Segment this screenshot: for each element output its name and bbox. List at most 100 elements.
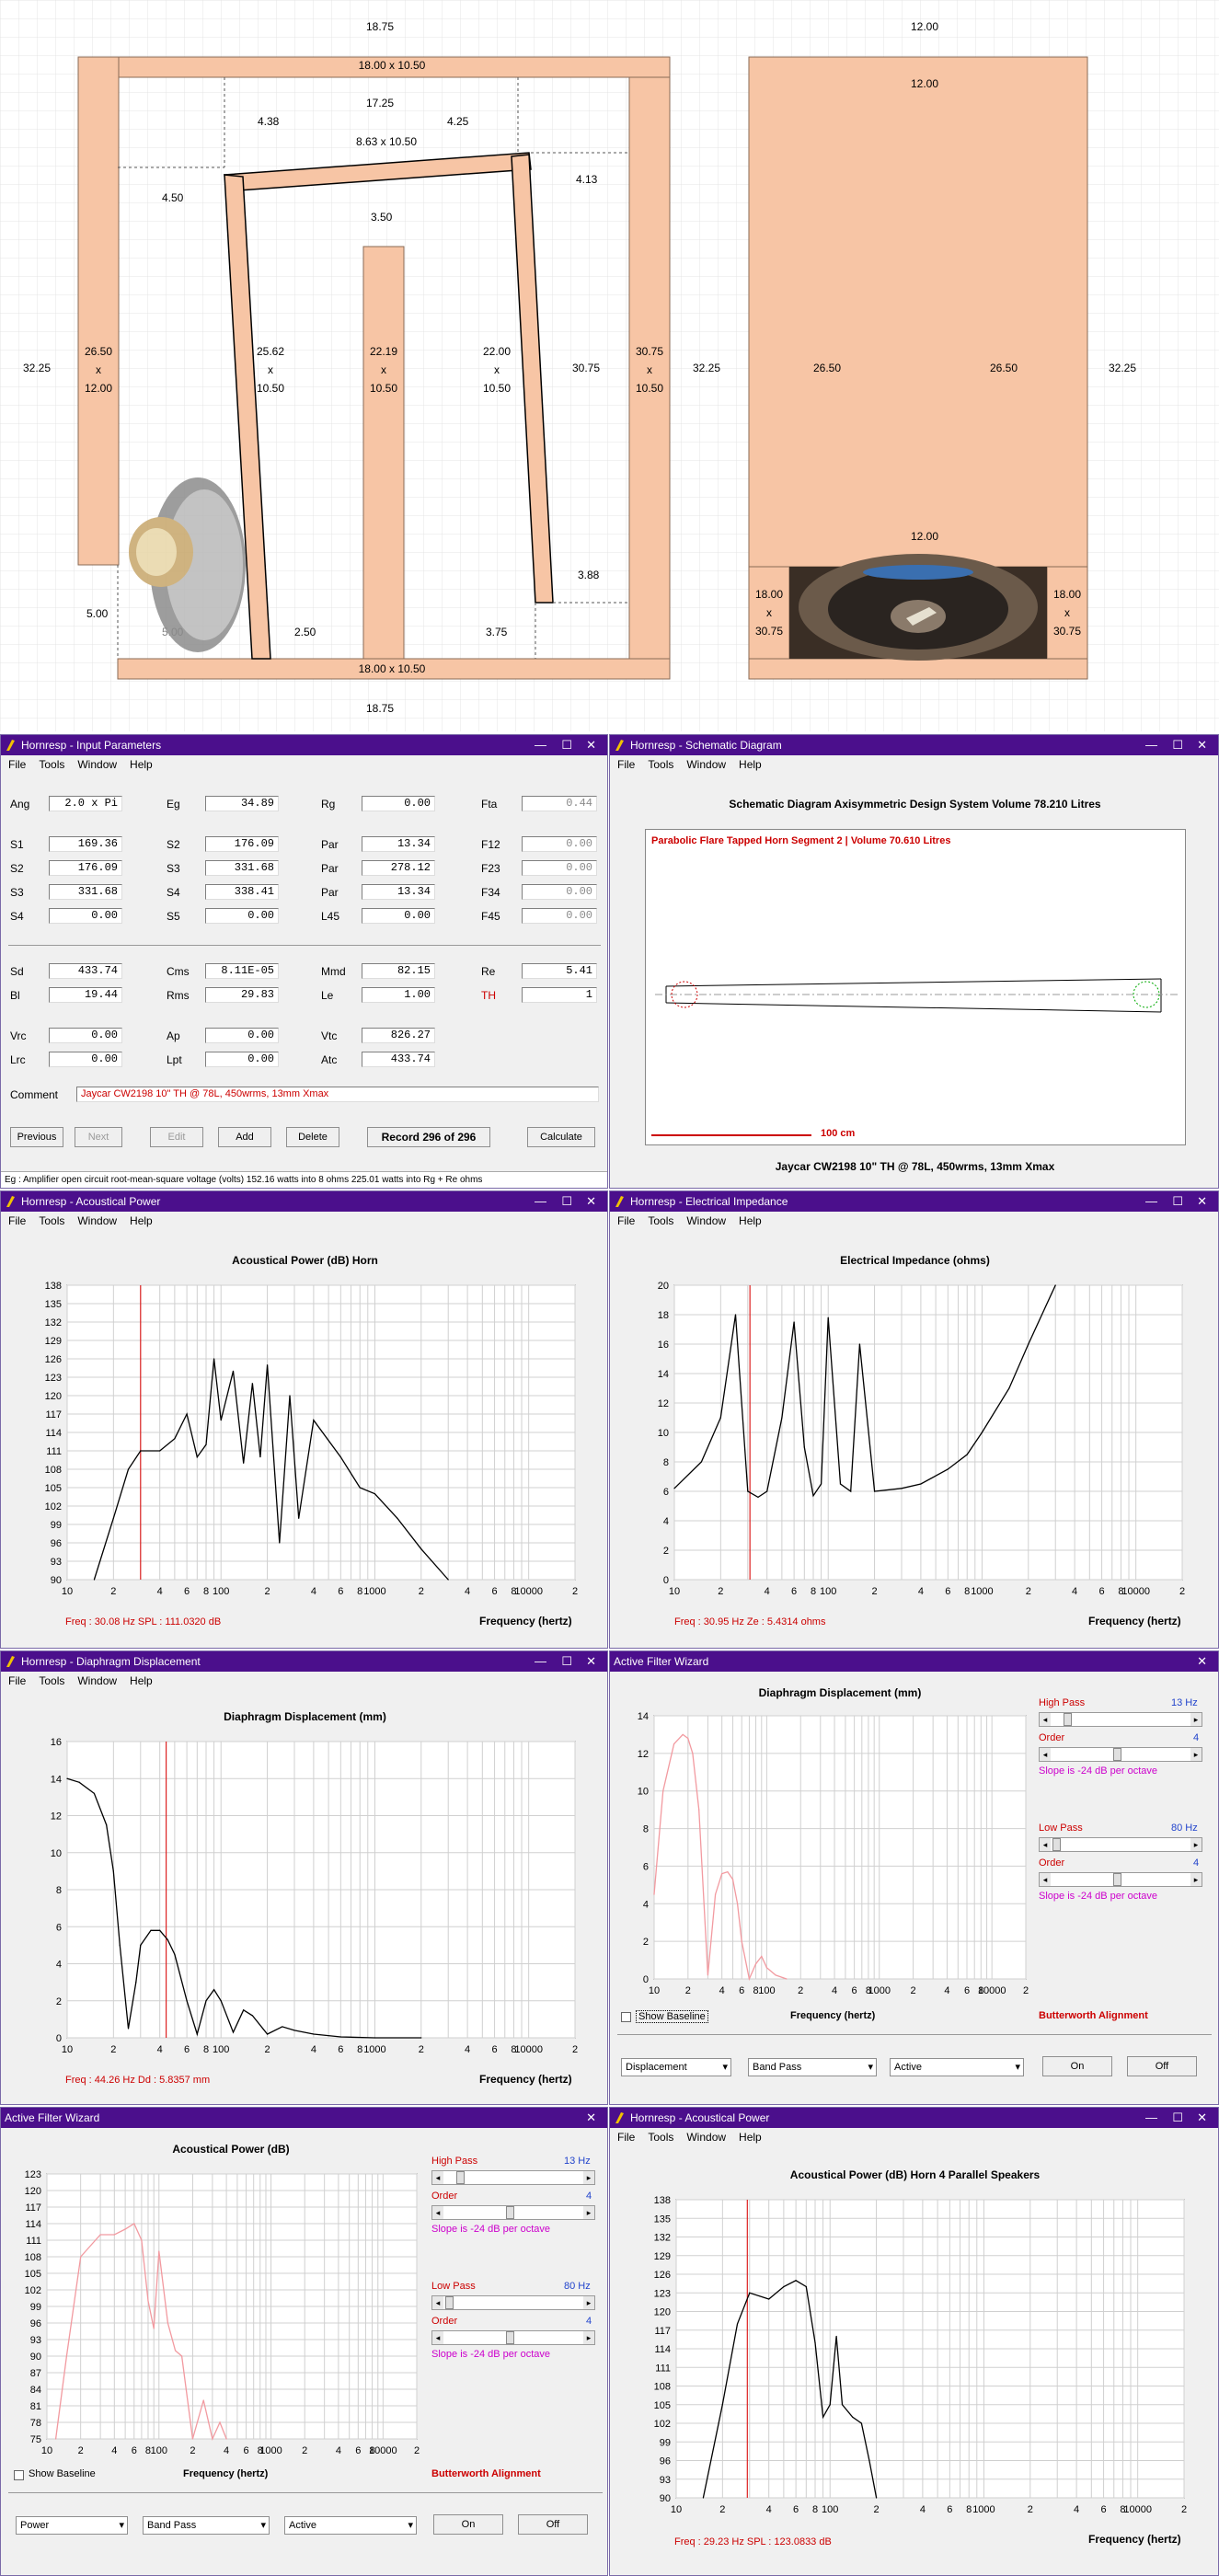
field-rms[interactable]: 29.83 [205, 987, 279, 1003]
show-baseline-label[interactable]: Show Baseline [636, 2010, 708, 2023]
field-s3[interactable]: 331.68 [49, 884, 122, 900]
maximize-button[interactable]: ☐ [1172, 1194, 1183, 1208]
menu-help[interactable]: Help [739, 2131, 762, 2144]
menu-window[interactable]: Window [686, 1214, 727, 1227]
menu-tools[interactable]: Tools [648, 1214, 674, 1227]
show-baseline-checkbox[interactable] [621, 2012, 631, 2022]
field-l45[interactable]: 0.00 [362, 908, 435, 924]
menu-help[interactable]: Help [130, 1214, 153, 1227]
menu-window[interactable]: Window [686, 758, 727, 771]
close-button[interactable]: ✕ [586, 2110, 596, 2124]
menu-file[interactable]: File [617, 758, 636, 771]
minimize-button[interactable]: — [535, 738, 546, 752]
chart-type-select[interactable]: Power [16, 2516, 128, 2535]
field-fta[interactable]: 0.44 [522, 796, 597, 811]
menu-help[interactable]: Help [739, 758, 762, 771]
lp-order-slider[interactable]: ◂ ▸ [1039, 1872, 1202, 1887]
filter-mode-select[interactable]: Active [890, 2058, 1024, 2076]
field-ap[interactable]: 0.00 [205, 1028, 279, 1043]
slider-thumb[interactable] [456, 2171, 465, 2184]
slider-thumb[interactable] [506, 2206, 514, 2219]
field-bl[interactable]: 19.44 [49, 987, 122, 1003]
menu-window[interactable]: Window [686, 2131, 727, 2144]
field-f23[interactable]: 0.00 [522, 860, 597, 876]
field-mmd[interactable]: 82.15 [362, 963, 435, 979]
menu-file[interactable]: File [8, 1674, 27, 1687]
slider-thumb[interactable] [1113, 1873, 1121, 1886]
minimize-button[interactable]: — [1145, 1194, 1157, 1208]
off-button[interactable]: Off [1127, 2056, 1197, 2076]
field-s5[interactable]: 0.00 [205, 908, 279, 924]
slider-thumb[interactable] [445, 2296, 454, 2309]
field-cms[interactable]: 8.11E-05 [205, 963, 279, 979]
menu-tools[interactable]: Tools [648, 758, 674, 771]
maximize-button[interactable]: ☐ [561, 1194, 572, 1208]
field-lrc[interactable]: 0.00 [49, 1052, 122, 1067]
hp-order-slider[interactable]: ◂ ▸ [431, 2205, 595, 2220]
field-f12[interactable]: 0.00 [522, 836, 597, 852]
minimize-button[interactable]: — [1145, 738, 1157, 752]
low-pass-slider[interactable]: ◂ ▸ [1039, 1837, 1202, 1852]
menu-tools[interactable]: Tools [648, 2131, 674, 2144]
menu-tools[interactable]: Tools [39, 758, 65, 771]
previous-button[interactable]: Previous [10, 1127, 63, 1147]
field-s3[interactable]: 331.68 [205, 860, 279, 876]
comment-field[interactable]: Jaycar CW2198 10" TH @ 78L, 450wrms, 13m… [76, 1087, 599, 1102]
close-button[interactable]: ✕ [1197, 1194, 1207, 1208]
menu-file[interactable]: File [617, 1214, 636, 1227]
field-par[interactable]: 13.34 [362, 884, 435, 900]
close-button[interactable]: ✕ [586, 738, 596, 752]
field-s2[interactable]: 176.09 [49, 860, 122, 876]
field-s2[interactable]: 176.09 [205, 836, 279, 852]
maximize-button[interactable]: ☐ [1172, 2110, 1183, 2124]
high-pass-slider[interactable]: ◂ ▸ [1039, 1712, 1202, 1727]
field-s4[interactable]: 0.00 [49, 908, 122, 924]
maximize-button[interactable]: ☐ [561, 738, 572, 752]
field-th[interactable]: 1 [522, 987, 597, 1003]
on-button[interactable]: On [1042, 2056, 1112, 2076]
slider-thumb[interactable] [506, 2331, 514, 2344]
chart-type-select[interactable]: Displacement [621, 2058, 731, 2076]
close-button[interactable]: ✕ [1197, 2110, 1207, 2124]
maximize-button[interactable]: ☐ [1172, 738, 1183, 752]
field-vrc[interactable]: 0.00 [49, 1028, 122, 1043]
menu-file[interactable]: File [8, 758, 27, 771]
delete-button[interactable]: Delete [286, 1127, 339, 1147]
menu-file[interactable]: File [8, 1214, 27, 1227]
menu-window[interactable]: Window [77, 1674, 118, 1687]
menu-window[interactable]: Window [77, 758, 118, 771]
next-button[interactable]: Next [75, 1127, 122, 1147]
field-atc[interactable]: 433.74 [362, 1052, 435, 1067]
field-re[interactable]: 5.41 [522, 963, 597, 979]
show-baseline-label[interactable]: Show Baseline [29, 2468, 96, 2479]
close-button[interactable]: ✕ [586, 1654, 596, 1668]
menu-tools[interactable]: Tools [39, 1674, 65, 1687]
slider-thumb[interactable] [1113, 1748, 1121, 1761]
edit-button[interactable]: Edit [150, 1127, 203, 1147]
low-pass-slider[interactable]: ◂ ▸ [431, 2295, 595, 2310]
field-f45[interactable]: 0.00 [522, 908, 597, 924]
field-par[interactable]: 278.12 [362, 860, 435, 876]
maximize-button[interactable]: ☐ [561, 1654, 572, 1668]
field-par[interactable]: 13.34 [362, 836, 435, 852]
lp-order-slider[interactable]: ◂ ▸ [431, 2330, 595, 2345]
close-button[interactable]: ✕ [1197, 738, 1207, 752]
field-vtc[interactable]: 826.27 [362, 1028, 435, 1043]
field-f34[interactable]: 0.00 [522, 884, 597, 900]
field-le[interactable]: 1.00 [362, 987, 435, 1003]
field-eg[interactable]: 34.89 [205, 796, 279, 811]
show-baseline-checkbox[interactable] [14, 2470, 24, 2480]
filter-type-select[interactable]: Band Pass [143, 2516, 270, 2535]
add-button[interactable]: Add [218, 1127, 271, 1147]
close-button[interactable]: ✕ [586, 1194, 596, 1208]
field-s4[interactable]: 338.41 [205, 884, 279, 900]
menu-help[interactable]: Help [739, 1214, 762, 1227]
minimize-button[interactable]: — [535, 1654, 546, 1668]
field-lpt[interactable]: 0.00 [205, 1052, 279, 1067]
close-button[interactable]: ✕ [1197, 1654, 1207, 1668]
hp-order-slider[interactable]: ◂ ▸ [1039, 1747, 1202, 1762]
minimize-button[interactable]: — [535, 1194, 546, 1208]
high-pass-slider[interactable]: ◂ ▸ [431, 2170, 595, 2185]
menu-tools[interactable]: Tools [39, 1214, 65, 1227]
filter-mode-select[interactable]: Active [284, 2516, 417, 2535]
